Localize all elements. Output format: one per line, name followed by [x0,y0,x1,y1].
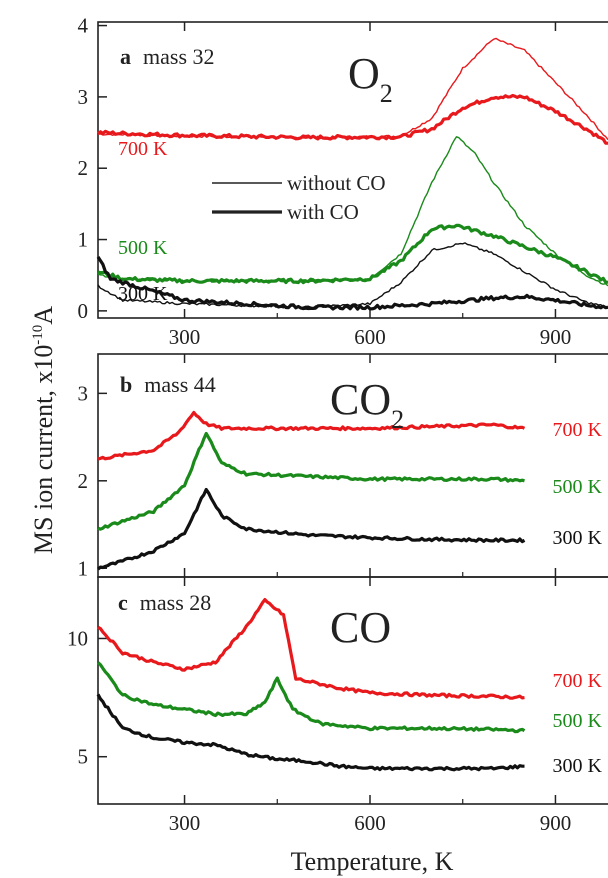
series-300k-with-co [96,693,525,772]
temp-label-bg [536,473,606,499]
temperature-label: 500 K [553,476,603,498]
series-500k-with-co [97,223,608,285]
panel-b: 1 2 3 700 K 500 K 300 K b mass 44 CO2 [78,353,608,580]
series-300k-with-co [96,256,608,311]
temperature-label: 500 K [553,710,603,732]
x-tick-label: 900 [540,325,572,349]
y-tick-label: 2 [78,469,89,493]
series-700k-with-co [97,93,608,145]
species-label: CO2 [330,375,404,434]
y-tick-label: 1 [78,228,89,252]
legend-label: without CO [287,171,386,195]
x-tick-label: 300 [169,811,201,835]
temperature-label: 700 K [553,419,603,441]
temp-label-bg [536,667,606,693]
species-label: O2 [348,49,393,108]
series-700k-with-co [97,410,526,461]
y-tick-label: 4 [78,14,89,38]
y-tick-label: 2 [78,156,89,180]
panel-c: 300 600 900 5 10 700 K 500 K 300 K c mass 28 CO [67,576,608,835]
x-tick-label: 600 [354,325,386,349]
panel-title: c mass 28 [118,590,211,615]
x-tick-label: 300 [169,325,201,349]
temperature-label: 700 K [118,138,168,160]
x-tick-label: 900 [540,811,572,835]
y-tick-label: 3 [78,381,89,405]
legend: without CO with CO [212,171,386,224]
panel-a: 300 600 900 0 1 2 3 4 700 K 500 K 300 K a mass 32 O2 [78,14,608,349]
y-axis-label: MS ion current, x10-10A [29,306,58,554]
y-tick-label: 0 [78,299,89,323]
species-label: CO [330,603,391,652]
mass-label: mass 28 [140,590,212,615]
series-700k-with-co [97,597,525,700]
mass-label: mass 32 [143,44,215,69]
y-tick-label: 3 [78,85,89,109]
temp-label-bg [536,524,606,550]
temperature-label: 300 K [553,755,603,777]
panel-letter: a [120,44,131,69]
temp-label-bg [536,416,606,442]
temp-label-bg [536,707,606,733]
temperature-label: 700 K [553,670,603,692]
series-500k-with-co [97,431,525,531]
y-tick-label: 5 [78,745,89,769]
temperature-label: 500 K [118,237,168,259]
x-tick-label: 600 [354,811,386,835]
temp-label-bg [536,752,606,778]
panel-letter: c [118,590,128,615]
plot-frame [97,21,608,319]
panel-title: b mass 44 [120,372,216,397]
series-500k-with-co [96,661,526,734]
legend-label: with CO [287,200,359,224]
x-axis-label: Temperature, K [291,847,454,876]
plot-frame [97,576,608,805]
temperature-label: 300 K [553,527,603,549]
series-300k-without-co [97,242,608,309]
mass-label: mass 44 [144,372,216,397]
y-tick-label: 1 [78,556,89,580]
y-tick-label: 10 [67,626,88,650]
panel-letter: b [120,372,132,397]
panel-title: a mass 32 [120,44,215,69]
temperature-label: 300 K [118,283,168,305]
series-300k-with-co [97,487,526,571]
